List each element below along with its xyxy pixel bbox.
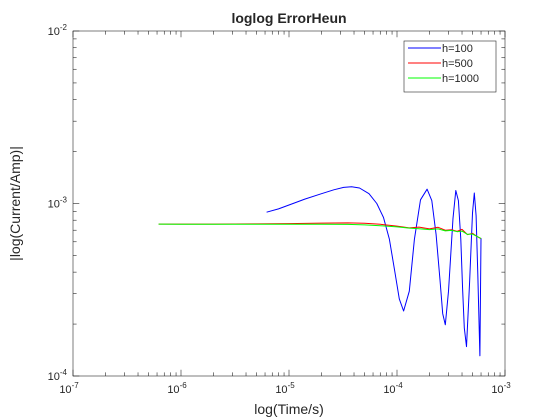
y-axis-label: |log(Current/Amp)| bbox=[7, 146, 23, 261]
legend-label-h-500: h=500 bbox=[442, 58, 473, 70]
chart-title: loglog ErrorHeun bbox=[231, 10, 346, 26]
y-tick-exponent: -3 bbox=[60, 196, 68, 205]
x-tick-exponent: -4 bbox=[396, 381, 404, 390]
legend: h=100 h=500 h=1000 bbox=[403, 40, 497, 93]
series-line-h-1000 bbox=[158, 223, 482, 239]
x-tick-exponent: -7 bbox=[72, 381, 80, 390]
y-tick-base: 10 bbox=[48, 371, 60, 383]
y-tick-base: 10 bbox=[48, 26, 60, 38]
x-tick-label: 10-4 bbox=[383, 381, 403, 396]
x-tick-exponent: -6 bbox=[180, 381, 188, 390]
y-tick-label: 10-2 bbox=[48, 23, 68, 38]
x-tick-label: 10-7 bbox=[59, 381, 79, 396]
legend-box bbox=[403, 40, 497, 93]
y-tick-exponent: -2 bbox=[60, 23, 68, 32]
x-tick-exponent: -5 bbox=[288, 381, 296, 390]
x-tick-label: 10-5 bbox=[275, 381, 295, 396]
x-tick-base: 10 bbox=[167, 384, 179, 396]
x-tick-base: 10 bbox=[383, 384, 395, 396]
series-line-h-500 bbox=[158, 222, 482, 240]
ticks-layer: 10-7 10-6 10-5 10-4 10-310-410-310-2 bbox=[48, 23, 512, 396]
legend-label-h-100: h=100 bbox=[442, 43, 473, 55]
x-tick-base: 10 bbox=[275, 384, 287, 396]
series-layer bbox=[158, 186, 482, 357]
series-line-h-100 bbox=[266, 186, 482, 357]
y-tick-base: 10 bbox=[48, 199, 60, 211]
x-tick-exponent: -3 bbox=[504, 381, 512, 390]
x-axis-label: log(Time/s) bbox=[254, 401, 324, 417]
x-tick-label: 10-6 bbox=[167, 381, 187, 396]
x-tick-label: 10-3 bbox=[491, 381, 511, 396]
y-tick-exponent: -4 bbox=[60, 368, 68, 377]
legend-label-h-1000: h=1000 bbox=[442, 73, 479, 85]
x-tick-base: 10 bbox=[491, 384, 503, 396]
y-tick-label: 10-4 bbox=[48, 368, 68, 383]
y-tick-label: 10-3 bbox=[48, 196, 68, 211]
x-tick-base: 10 bbox=[59, 384, 71, 396]
